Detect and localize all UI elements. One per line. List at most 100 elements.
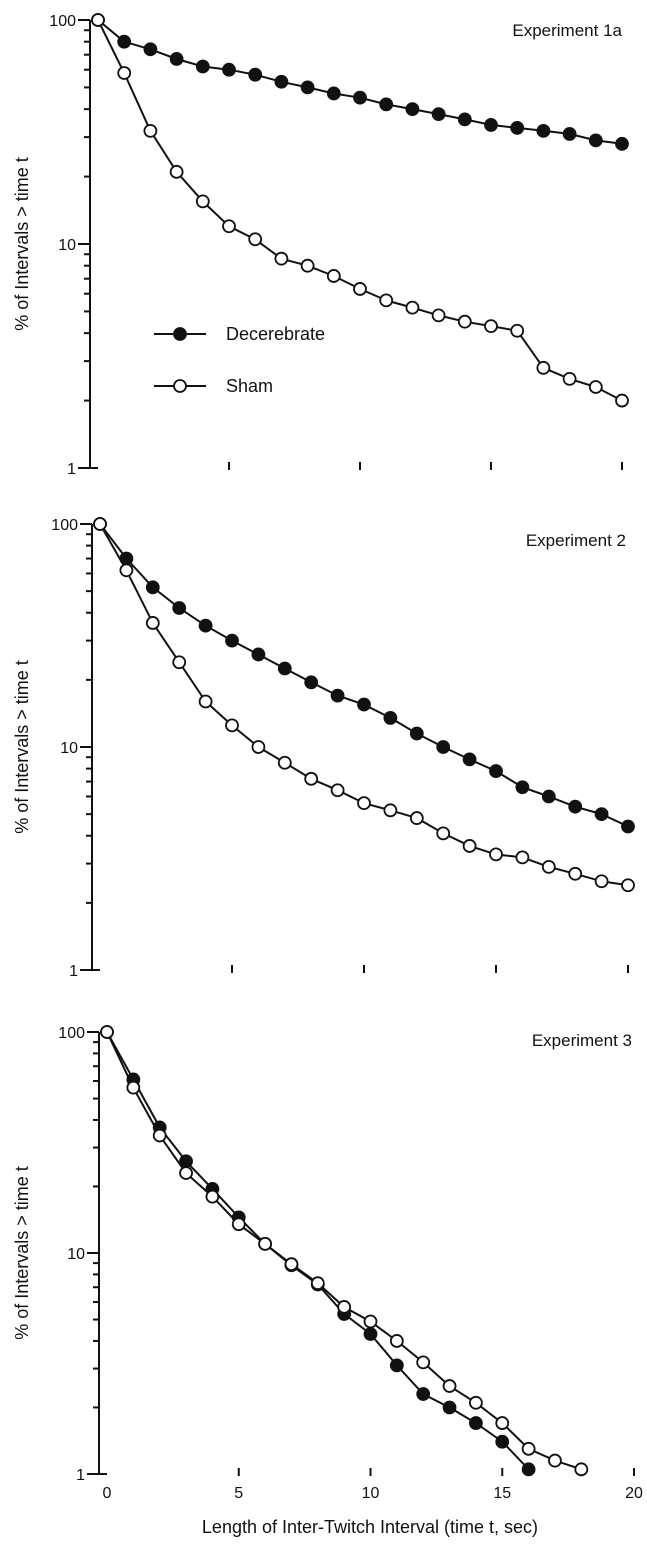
x-tick-label: 10 xyxy=(362,1485,380,1502)
data-point-decerebrate xyxy=(363,1327,378,1341)
data-point-sham xyxy=(310,1276,325,1291)
data-point-decerebrate xyxy=(143,42,158,57)
x-tick-label: 5 xyxy=(234,1485,243,1502)
data-point-sham xyxy=(330,783,345,798)
data-point-decerebrate xyxy=(495,1434,510,1449)
data-point-decerebrate xyxy=(330,688,345,703)
data-point-sham xyxy=(179,1166,193,1180)
data-point-decerebrate xyxy=(621,819,635,834)
data-point-sham xyxy=(468,1395,483,1410)
data-point-sham xyxy=(274,251,289,266)
data-point-sham xyxy=(541,859,556,874)
data-point-sham xyxy=(594,874,609,889)
data-point-decerebrate xyxy=(521,1462,536,1477)
data-point-sham xyxy=(222,219,236,234)
series-line-decerebrate xyxy=(99,523,629,828)
data-point-decerebrate xyxy=(615,136,629,151)
data-point-sham xyxy=(198,694,213,709)
legend-label: Sham xyxy=(226,376,273,396)
data-point-sham xyxy=(145,616,160,630)
data-point-sham xyxy=(588,380,603,394)
y-tick-label: 1 xyxy=(69,963,78,980)
data-point-decerebrate xyxy=(594,807,609,822)
data-point-decerebrate xyxy=(484,118,498,132)
data-point-sham xyxy=(462,839,477,853)
data-point-decerebrate xyxy=(536,123,551,138)
x-tick-label: 0 xyxy=(103,1485,112,1502)
y-tick-label: 100 xyxy=(49,13,76,30)
data-point-sham xyxy=(363,1314,378,1329)
data-point-sham xyxy=(389,1334,404,1348)
data-point-sham xyxy=(510,323,525,338)
chart-panel-3: 100 10 1 % of Intervals > time t 0 5 10 15 20 Exp… xyxy=(12,1025,643,1502)
panel-title: Experiment 2 xyxy=(526,531,626,550)
data-point-decerebrate xyxy=(515,780,530,795)
data-point-sham xyxy=(251,740,266,754)
data-point-decerebrate xyxy=(541,789,556,804)
data-point-decerebrate xyxy=(198,618,213,633)
data-point-sham xyxy=(431,308,446,323)
data-point-decerebrate xyxy=(383,711,398,725)
data-point-sham xyxy=(300,258,315,273)
data-point-sham xyxy=(357,796,371,811)
data-point-sham xyxy=(205,1189,220,1204)
data-point-sham xyxy=(495,1416,510,1430)
data-point-sham xyxy=(489,847,503,862)
data-point-decerebrate xyxy=(277,661,292,676)
data-point-sham xyxy=(383,803,398,818)
data-point-sham xyxy=(93,517,107,531)
data-point-decerebrate xyxy=(195,59,210,74)
data-point-decerebrate xyxy=(326,86,341,101)
data-point-sham xyxy=(353,282,367,296)
data-point-sham xyxy=(536,360,551,375)
series-line-sham xyxy=(106,1031,582,1471)
x-tick-label: 15 xyxy=(493,1485,511,1502)
data-point-decerebrate xyxy=(304,675,319,690)
data-point-decerebrate xyxy=(431,107,446,122)
data-point-sham xyxy=(442,1379,457,1393)
y-axis-title: % of Intervals > time t xyxy=(12,660,32,834)
data-point-decerebrate xyxy=(251,647,266,662)
y-tick-label: 10 xyxy=(60,740,78,757)
data-point-decerebrate xyxy=(145,580,160,595)
series-line-decerebrate xyxy=(106,1031,530,1470)
data-point-sham xyxy=(304,771,319,786)
data-point-decerebrate xyxy=(405,102,420,117)
data-point-sham xyxy=(169,164,184,179)
data-point-sham xyxy=(277,755,292,770)
data-point-sham xyxy=(574,1462,589,1477)
data-point-sham xyxy=(621,878,635,893)
panel-title: Experiment 3 xyxy=(532,1031,632,1050)
panel-title: Experiment 1a xyxy=(512,21,622,40)
data-point-sham xyxy=(562,371,577,386)
data-point-sham xyxy=(258,1236,273,1251)
data-point-sham xyxy=(405,300,420,315)
data-point-decerebrate xyxy=(117,34,132,49)
y-tick-label: 1 xyxy=(67,461,76,478)
y-axis-title: % of Intervals > time t xyxy=(12,157,32,331)
data-point-sham xyxy=(126,1080,141,1095)
data-point-sham xyxy=(436,826,451,841)
data-point-sham xyxy=(568,866,583,881)
data-point-decerebrate xyxy=(562,127,577,141)
data-point-decerebrate xyxy=(274,74,289,89)
data-point-decerebrate xyxy=(588,133,603,148)
data-point-sham xyxy=(231,1217,246,1232)
y-tick-label: 1 xyxy=(76,1467,85,1484)
data-point-decerebrate xyxy=(442,1400,457,1415)
data-point-sham xyxy=(379,293,394,308)
data-point-decerebrate xyxy=(389,1358,404,1373)
data-point-sham xyxy=(337,1300,352,1314)
data-point-decerebrate xyxy=(510,120,525,135)
y-tick-label: 10 xyxy=(58,237,76,254)
data-point-decerebrate xyxy=(172,601,187,615)
data-point-decerebrate xyxy=(457,112,472,127)
y-tick-label: 10 xyxy=(67,1246,85,1263)
chart-panel-2: 100 10 1 % of Intervals > time t Experiment … xyxy=(12,517,635,980)
legend-marker xyxy=(173,327,187,341)
data-point-sham xyxy=(548,1453,562,1468)
data-point-sham xyxy=(91,13,105,27)
y-tick-label: 100 xyxy=(58,1025,85,1042)
data-point-sham xyxy=(515,850,530,865)
data-point-decerebrate xyxy=(462,752,477,767)
